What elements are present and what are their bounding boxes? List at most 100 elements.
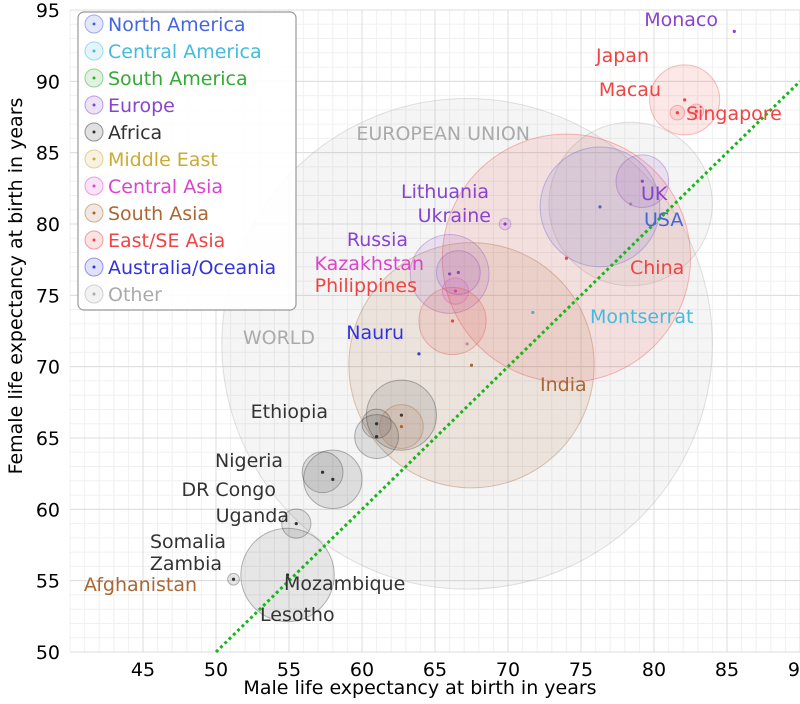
point-label: DR Congo xyxy=(182,479,277,501)
legend-label: South America xyxy=(108,68,248,90)
bubble-center-dot xyxy=(694,109,698,113)
x-tick-label: 85 xyxy=(715,659,739,681)
bubble-center-dot xyxy=(294,522,298,526)
x-axis-title: Male life expectancy at birth in years xyxy=(243,677,596,699)
legend-label: North America xyxy=(108,14,246,36)
bubble-center-dot xyxy=(531,310,535,315)
bubble-center-dot xyxy=(450,319,455,323)
y-tick-label: 65 xyxy=(36,428,60,450)
equality-reference-line xyxy=(214,80,800,654)
legend-label: Australia/Oceania xyxy=(108,257,276,279)
legend-label: East/SE Asia xyxy=(108,230,225,252)
equality-line xyxy=(214,80,800,654)
bubble-center-dot xyxy=(456,270,460,275)
point-label: Macau xyxy=(599,79,661,101)
legend-label: Middle East xyxy=(108,149,218,171)
legend-label: Central America xyxy=(108,41,262,63)
bubble-center-dot xyxy=(285,573,290,577)
bubble-center-dot xyxy=(564,256,569,260)
bubble-center-dot xyxy=(640,179,644,183)
bubble-center-dot xyxy=(417,352,421,356)
legend-swatch-dot xyxy=(92,157,96,161)
bubble-center-dot xyxy=(469,363,474,367)
y-tick-label: 50 xyxy=(36,642,60,664)
point-label: Kazakhstan xyxy=(315,253,424,275)
bubble-center-dot xyxy=(629,202,633,206)
legend-label: Central Asia xyxy=(108,176,223,198)
x-tick-label: 65 xyxy=(423,659,447,681)
point-label: India xyxy=(540,374,587,396)
point-label: Zambia xyxy=(150,553,222,575)
legend-swatch-dot xyxy=(92,211,96,215)
legend-label: Other xyxy=(108,284,162,306)
legend-label: Europe xyxy=(108,95,175,117)
bubble-center-dot xyxy=(453,289,458,293)
x-tick-label: 55 xyxy=(277,659,301,681)
legend-swatch-dot xyxy=(92,76,96,80)
legend-label: South Asia xyxy=(108,203,209,225)
bubble-center-dot xyxy=(331,477,335,481)
x-tick-label: 75 xyxy=(569,659,593,681)
country-bubbles xyxy=(221,29,736,623)
point-label: China xyxy=(630,257,684,279)
y-tick-label: 70 xyxy=(36,357,60,379)
point-label: Philippines xyxy=(315,275,417,297)
point-label: EUROPEAN UNION xyxy=(356,123,530,145)
point-label: Uganda xyxy=(216,505,289,527)
legend-swatch-dot xyxy=(92,130,96,134)
legend-box xyxy=(77,11,297,311)
bubble-center-dot xyxy=(375,434,379,439)
bubble-center-dot xyxy=(465,342,469,346)
point-label: Ethiopia xyxy=(251,401,328,423)
point-label: Nigeria xyxy=(215,450,283,472)
point-label: Singapore xyxy=(686,103,782,125)
y-tick-label: 60 xyxy=(36,499,60,521)
legend-swatch-dot xyxy=(92,22,96,26)
point-label: Nauru xyxy=(346,322,404,344)
bubble-center-dot xyxy=(675,111,679,115)
legend-swatch-dot xyxy=(92,103,96,107)
y-axis-title: Female life expectancy at birth in years xyxy=(5,98,27,475)
point-label: Afghanistan xyxy=(84,574,197,596)
legend-swatch-dot xyxy=(92,49,96,53)
bubble-center-dot xyxy=(399,424,404,429)
point-label: Montserrat xyxy=(590,306,693,328)
point-label: Ukraine xyxy=(418,205,491,227)
point-label: Monaco xyxy=(644,9,718,31)
point-label: Russia xyxy=(347,229,408,251)
legend-swatch-dot xyxy=(92,238,96,242)
bubble-center-dot xyxy=(598,205,602,209)
bubble-center-dot xyxy=(375,422,379,426)
bubble-center-dot xyxy=(320,470,325,474)
point-label: Japan xyxy=(595,45,649,67)
legend-swatch-dot xyxy=(92,265,96,269)
bubble-center-dot xyxy=(399,413,404,417)
x-tick-label: 90 xyxy=(788,659,800,681)
bubble-center-dot xyxy=(683,98,687,102)
y-tick-label: 55 xyxy=(36,571,60,593)
bubble-center-dot xyxy=(448,272,452,276)
y-tick-label: 85 xyxy=(36,143,60,165)
point-label: USA xyxy=(644,209,683,231)
point-label: UK xyxy=(641,183,668,205)
bubble-center-dot xyxy=(503,222,507,226)
x-tick-label: 80 xyxy=(642,659,666,681)
bubble-center-dot xyxy=(231,577,236,581)
country-labels: EUROPEAN UNION WORLD Monaco Japan Macau Singa… xyxy=(84,9,782,626)
y-tick-label: 80 xyxy=(36,214,60,236)
point-label: Somalia xyxy=(150,531,226,553)
point-label: Lesotho xyxy=(260,604,335,626)
legend: North America Central America South Americ… xyxy=(77,11,297,311)
legend-label: Africa xyxy=(108,122,162,144)
x-tick-label: 50 xyxy=(204,659,228,681)
legend-swatch-dot xyxy=(92,292,96,296)
point-label: Mozambique xyxy=(284,573,405,595)
point-label: WORLD xyxy=(243,327,315,349)
y-tick-label: 95 xyxy=(36,0,60,22)
x-tick-label: 45 xyxy=(131,659,155,681)
y-tick-label: 75 xyxy=(36,285,60,307)
y-tick-label: 90 xyxy=(36,71,60,93)
point-label: Lithuania xyxy=(401,181,489,203)
